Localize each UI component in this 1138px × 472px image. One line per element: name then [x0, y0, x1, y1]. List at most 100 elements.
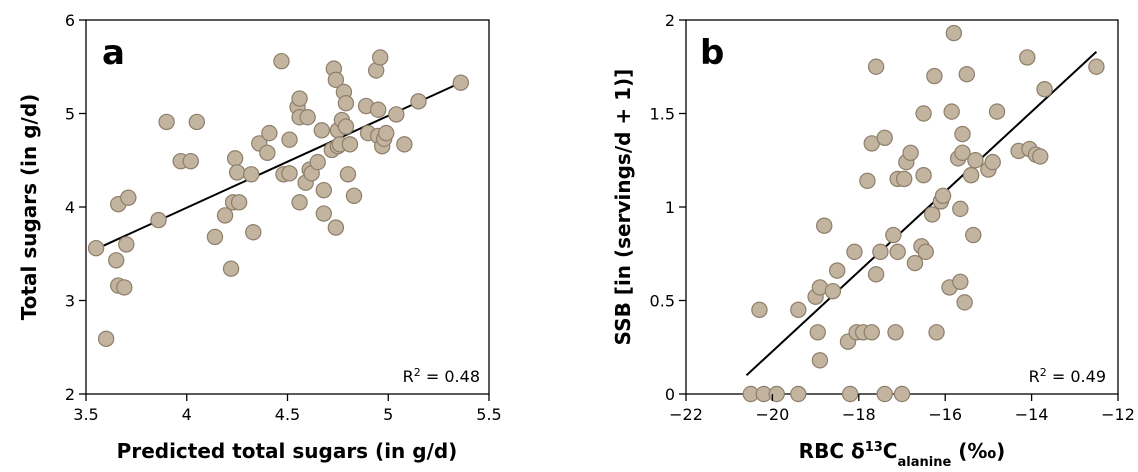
data-point-a	[87, 239, 105, 257]
data-point-b	[1036, 80, 1053, 98]
data-point-b	[984, 153, 1001, 171]
scatter-panel-a: 3.5 4 4.5 5 5.5 2 3 4 5 6 a R2 = 0.48 Predicted …	[17, 11, 502, 463]
y-axis-b: 0 0.5 1 1.5 2	[650, 11, 686, 404]
data-point-b	[893, 385, 911, 403]
y-axis-label-b: SSB [in (servings/d + 1)]	[611, 69, 635, 346]
data-point-a	[341, 136, 359, 153]
r-squared-b: R2 = 0.49	[1029, 366, 1106, 387]
data-point-b	[863, 324, 880, 341]
data-point-b	[915, 167, 932, 184]
data-point-a	[150, 211, 167, 229]
y-tick-label-a: 2	[65, 385, 75, 404]
data-point-b	[889, 243, 906, 261]
data-point-a	[339, 166, 357, 183]
data-point-a	[369, 101, 387, 118]
data-point-b	[1019, 49, 1036, 66]
data-point-b	[768, 385, 785, 403]
plot-frame-b	[685, 19, 1119, 395]
data-point-b	[945, 24, 963, 42]
data-point-a	[118, 236, 135, 253]
x-tick-label-a: 4.5	[275, 405, 300, 424]
fit-layer-b	[745, 51, 1098, 377]
points-layer-b	[742, 24, 1105, 403]
data-point-a	[222, 260, 240, 277]
scatter-panel-b: −22 −20 −18 −16 −14 −12 0 0.5 1 1.5 2 b R2 = 0.49…	[611, 11, 1135, 470]
data-point-a	[388, 106, 405, 123]
data-point-b	[887, 324, 904, 341]
data-point-b	[915, 105, 932, 122]
data-point-a	[337, 118, 355, 135]
data-point-b	[917, 243, 934, 261]
x-tick-label-b: −12	[1101, 405, 1135, 424]
data-point-b	[965, 226, 982, 244]
data-point-b	[790, 301, 807, 319]
data-point-a	[309, 153, 326, 171]
data-point-a	[273, 52, 290, 70]
data-point-b	[867, 266, 885, 283]
data-point-a	[396, 136, 413, 153]
y-tick-label-b: 1.5	[650, 105, 675, 124]
data-point-b	[928, 324, 945, 341]
data-point-a	[120, 189, 137, 206]
data-point-b	[859, 172, 876, 190]
data-point-b	[829, 262, 846, 279]
data-point-a	[245, 224, 262, 241]
x-tick-label-a: 3.5	[73, 405, 98, 424]
data-point-a	[243, 166, 260, 183]
data-point-a	[315, 181, 332, 199]
data-point-a	[281, 165, 298, 182]
fit-layer-a	[95, 81, 462, 250]
x-tick-label-b: −20	[756, 405, 790, 424]
data-point-b	[824, 282, 842, 300]
y-tick-label-b: 2	[665, 11, 675, 30]
data-point-b	[952, 273, 969, 290]
data-point-b	[924, 206, 941, 223]
data-point-b	[841, 385, 859, 403]
data-point-b	[1032, 148, 1049, 165]
data-point-a	[226, 150, 244, 167]
y-tick-label-a: 5	[65, 105, 75, 124]
x-tick-label-b: −16	[928, 405, 962, 424]
data-point-b	[885, 226, 902, 244]
data-point-a	[116, 279, 133, 296]
x-axis-label-b: RBC δ13Calanine (‰)	[799, 439, 1006, 470]
r-squared-a: R2 = 0.48	[403, 366, 480, 387]
x-tick-label-b: −14	[1015, 405, 1049, 424]
data-point-a	[230, 194, 248, 211]
data-point-a	[378, 124, 395, 142]
data-point-b	[926, 67, 943, 85]
regression-line-a	[95, 81, 462, 250]
data-point-a	[259, 144, 276, 161]
data-point-a	[261, 124, 278, 142]
data-point-b	[809, 324, 826, 341]
data-point-a	[188, 113, 206, 131]
data-point-b	[751, 301, 768, 319]
plot-frame-a	[85, 19, 490, 395]
data-point-b	[902, 144, 919, 161]
data-point-a	[299, 109, 316, 126]
data-point-b	[906, 254, 924, 272]
data-point-a	[97, 330, 115, 348]
data-point-b	[790, 385, 807, 403]
data-point-b	[872, 243, 889, 261]
data-point-a	[281, 131, 298, 148]
data-point-b	[811, 352, 829, 369]
data-point-a	[345, 187, 363, 204]
y-tick-label-a: 6	[65, 11, 75, 30]
data-point-a	[291, 194, 308, 211]
x-tick-label-a: 5	[383, 405, 393, 424]
y-tick-label-a: 3	[65, 292, 75, 311]
data-point-a	[108, 252, 125, 269]
x-tick-label-b: −22	[669, 405, 703, 424]
x-tick-label-b: −18	[842, 405, 876, 424]
data-point-b	[943, 103, 960, 120]
data-point-a	[228, 164, 246, 181]
y-axis-a: 2 3 4 5 6	[65, 11, 86, 404]
x-axis-a: 3.5 4 4.5 5 5.5	[73, 394, 502, 424]
data-point-a	[291, 90, 308, 107]
data-point-a	[371, 49, 389, 66]
data-point-a	[206, 228, 224, 246]
data-point-a	[313, 122, 330, 139]
data-point-a	[410, 93, 427, 110]
